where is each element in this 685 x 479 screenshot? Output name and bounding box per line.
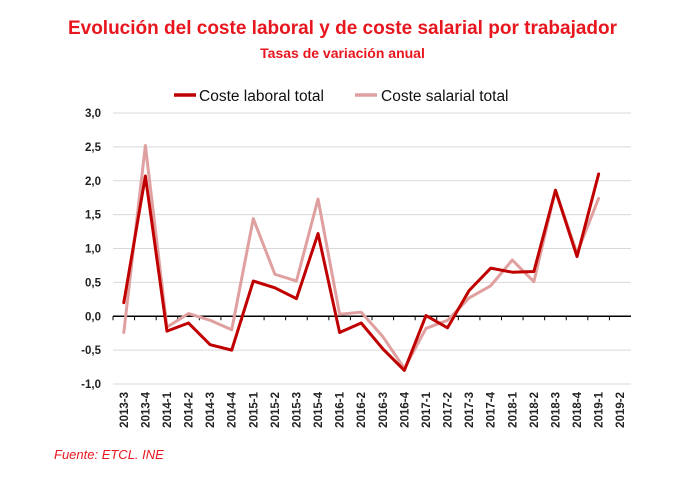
x-tick-label: 2014-2 bbox=[184, 392, 196, 428]
x-tick-label: 2014-4 bbox=[227, 391, 239, 427]
y-tick-label: -1,0 bbox=[81, 379, 101, 391]
x-tick-label: 2019-2 bbox=[615, 392, 627, 428]
chart-subtitle: Tasas de variación anual bbox=[260, 45, 425, 61]
chart-title: Evolución del coste laboral y de coste s… bbox=[67, 18, 618, 39]
x-tick-label: 2013-4 bbox=[140, 391, 152, 427]
x-tick-label: 2016-2 bbox=[356, 392, 368, 428]
x-tick-label: 2018-3 bbox=[550, 392, 562, 428]
legend-label-coste-salarial: Coste salarial total bbox=[381, 88, 509, 105]
series-lines bbox=[122, 144, 601, 372]
x-tick-label: 2014-3 bbox=[205, 392, 217, 428]
y-axis-ticks: -1,0 -0,5 0,0 0,5 1,0 1,5 2,0 2,5 3,0 bbox=[81, 108, 101, 391]
y-tick-label: 1,5 bbox=[85, 210, 102, 222]
x-tick-label: 2016-3 bbox=[378, 392, 390, 428]
legend-label-coste-laboral: Coste laboral total bbox=[199, 88, 324, 105]
source-note: Fuente: ETCL. INE bbox=[54, 447, 164, 462]
gridlines bbox=[113, 112, 631, 385]
x-tick-label: 2015-2 bbox=[270, 392, 282, 428]
x-tick-label: 2014-1 bbox=[162, 391, 174, 427]
y-tick-label: 2,5 bbox=[85, 142, 102, 154]
x-tick-label: 2019-1 bbox=[594, 391, 606, 427]
y-tick-label: -0,5 bbox=[81, 345, 101, 357]
x-tick-label: 2015-3 bbox=[291, 392, 303, 428]
x-tick-label: 2017-1 bbox=[421, 391, 433, 427]
legend: Coste laboral total Coste salarial total bbox=[174, 88, 509, 105]
x-tick-label: 2016-1 bbox=[335, 391, 347, 427]
series-line-coste-salarial bbox=[122, 144, 601, 370]
x-tick-label: 2018-2 bbox=[529, 392, 541, 428]
x-tick-label: 2017-3 bbox=[464, 392, 476, 428]
x-axis-ticks: 2013-3 2013-4 2014-1 2014-2 2014-3 2014-4 2015… bbox=[112, 316, 627, 428]
series-line-coste-laboral bbox=[122, 172, 601, 372]
x-tick-label: 2015-4 bbox=[313, 391, 325, 427]
x-tick-label: 2013-3 bbox=[119, 392, 131, 428]
x-tick-label: 2017-4 bbox=[486, 391, 498, 427]
y-tick-label: 2,0 bbox=[85, 176, 101, 188]
y-tick-label: 1,0 bbox=[85, 244, 101, 256]
x-tick-label: 2017-2 bbox=[443, 392, 455, 428]
x-tick-label: 2018-1 bbox=[507, 391, 519, 427]
y-tick-label: 0,0 bbox=[85, 311, 101, 323]
y-tick-label: 0,5 bbox=[85, 277, 102, 289]
x-tick-label: 2016-4 bbox=[399, 391, 411, 427]
x-tick-label: 2015-1 bbox=[248, 391, 260, 427]
y-tick-label: 3,0 bbox=[85, 108, 101, 120]
x-tick-label: 2018-4 bbox=[572, 391, 584, 427]
